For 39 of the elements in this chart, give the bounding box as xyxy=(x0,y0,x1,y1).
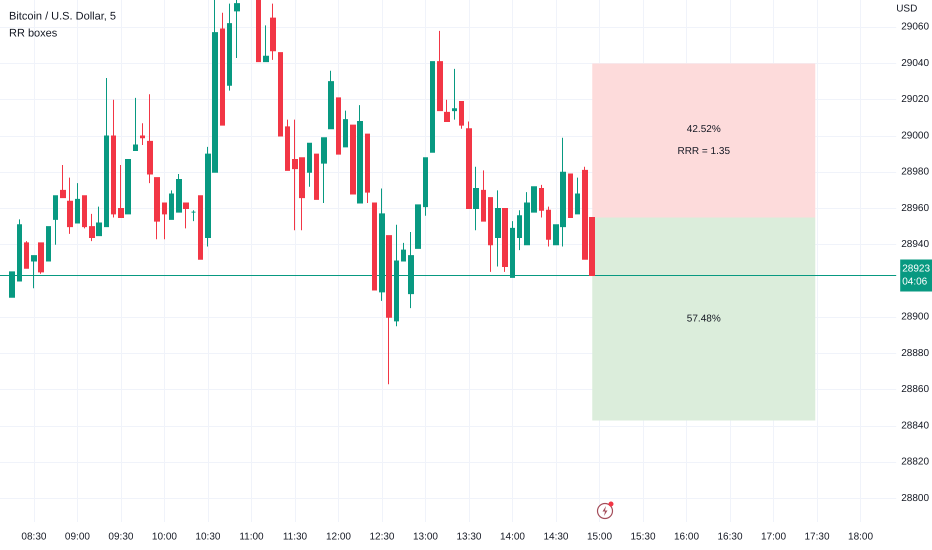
y-tick-label: 29060 xyxy=(901,22,930,33)
x-tick-label: 11:30 xyxy=(282,532,308,542)
y-tick-label: 29040 xyxy=(901,58,930,69)
x-tick-label: 14:30 xyxy=(543,532,569,542)
y-tick-label: 28840 xyxy=(901,420,930,432)
x-tick-label: 15:00 xyxy=(586,532,612,542)
x-tick-label: 08:30 xyxy=(21,532,47,542)
x-tick-label: 16:00 xyxy=(674,532,700,542)
y-tick-label: 28940 xyxy=(901,239,930,250)
x-tick-label: 17:00 xyxy=(760,532,786,542)
x-tick-label: 09:00 xyxy=(64,532,90,542)
x-tick-label: 17:30 xyxy=(804,532,830,542)
x-tick-label: 12:00 xyxy=(326,532,352,542)
x-tick-label: 13:30 xyxy=(456,532,482,542)
x-tick-label: 10:00 xyxy=(152,532,178,542)
band-label: 42.52% RRR = 1.35 xyxy=(677,124,730,157)
text: Bitcoin / U.S. Dollar, 5 xyxy=(9,10,116,22)
y-tick-label: 29020 xyxy=(901,94,930,106)
band-label: 57.48% xyxy=(686,314,721,324)
y-tick-label: 28800 xyxy=(901,492,930,504)
x-tick-label: 14:00 xyxy=(500,532,526,542)
y-tick-label: 28980 xyxy=(901,166,930,178)
y-tick-label: 28900 xyxy=(901,312,930,323)
x-tick-label: 13:00 xyxy=(412,532,438,542)
x-tick-label: 18:00 xyxy=(848,532,874,542)
x-tick-label: 11:00 xyxy=(239,532,264,542)
y-axis-title: USD xyxy=(896,4,918,14)
text: RR boxes xyxy=(9,28,58,40)
x-tick-label: 15:30 xyxy=(630,532,656,542)
y-tick-label: 28860 xyxy=(901,384,930,396)
y-tick-label: 29000 xyxy=(901,130,930,142)
ref-line-label: 28923 04:06 xyxy=(902,264,930,288)
x-tick-label: 16:30 xyxy=(717,532,743,542)
x-tick-label: 12:30 xyxy=(369,532,395,542)
y-tick-label: 28820 xyxy=(901,456,930,468)
x-tick-label: 10:30 xyxy=(195,532,221,542)
x-tick-label: 09:30 xyxy=(108,532,134,542)
y-tick-label: 28880 xyxy=(901,348,930,359)
y-tick-label: 28960 xyxy=(901,202,930,214)
